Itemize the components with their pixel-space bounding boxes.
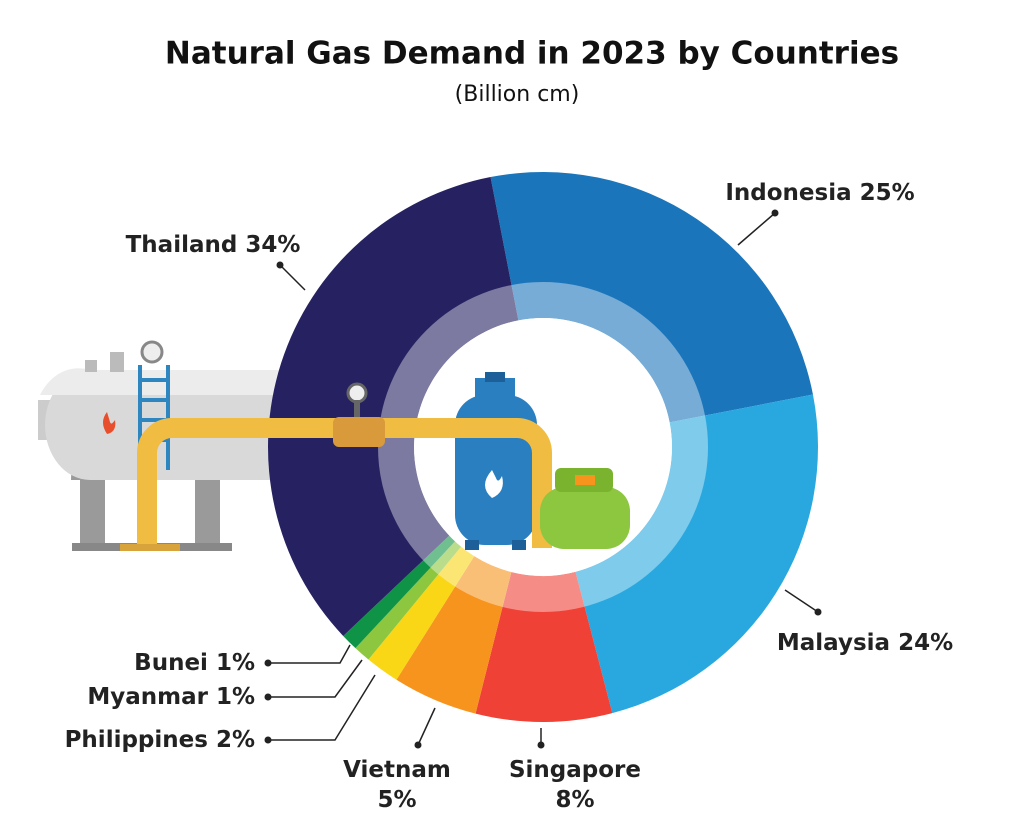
slice-label: Bunei 1% (134, 650, 255, 676)
slice (396, 556, 512, 714)
slice (355, 541, 462, 660)
slice-label: Vietnam 5% (343, 757, 451, 813)
slice (368, 546, 475, 680)
value-label: 25% (860, 180, 915, 206)
leader-dot (276, 261, 284, 269)
value-label: 1% (216, 684, 255, 710)
leader-dot (264, 693, 272, 701)
leader-line (784, 589, 819, 613)
value-label: 8% (555, 787, 594, 813)
category-label: Philippines (65, 727, 208, 753)
slice (268, 177, 519, 636)
slice-label: Thailand 34% (126, 232, 301, 258)
leader-dot (414, 741, 422, 749)
slice-label: Myanmar 1% (87, 684, 255, 710)
leader-dot (814, 608, 822, 616)
slice-label: Malaysia 24% (777, 630, 953, 656)
slice (490, 171, 813, 423)
value-label: 2% (216, 727, 255, 753)
slice (343, 535, 456, 649)
value-label: 1% (216, 650, 255, 676)
category-label: Vietnam (343, 757, 451, 783)
inner-ring (378, 282, 708, 612)
leader-line (268, 644, 351, 664)
value-label: 5% (377, 787, 416, 813)
leader-line (268, 659, 363, 698)
slice (575, 394, 818, 714)
leader-dot (264, 736, 272, 744)
category-label: Singapore (509, 757, 641, 783)
chart-title: Natural Gas Demand in 2023 by Countries (165, 36, 899, 72)
leader-line (737, 212, 776, 246)
slice-label: Indonesia 25% (725, 180, 914, 206)
pipeline (120, 372, 630, 551)
leader-line (268, 674, 376, 741)
labels: Indonesia 25% Malaysia 24% Singapore 8% Vietna… (65, 180, 954, 813)
leader-dot (537, 741, 545, 749)
chart-subtitle: (Billion cm) (455, 82, 580, 107)
leader-dot (264, 659, 272, 667)
leader-line (417, 707, 436, 746)
category-label: Bunei (134, 650, 208, 676)
donut (268, 171, 818, 723)
leader-line (279, 264, 306, 291)
slice (475, 571, 613, 723)
value-label: 34% (245, 232, 300, 258)
slice-label: Singapore 8% (509, 757, 641, 813)
leader-dot (771, 209, 779, 217)
slice-label: Philippines 2% (65, 727, 255, 753)
category-label: Malaysia (777, 630, 890, 656)
category-label: Indonesia (725, 180, 851, 206)
category-label: Myanmar (87, 684, 208, 710)
category-label: Thailand (126, 232, 238, 258)
value-label: 24% (898, 630, 953, 656)
